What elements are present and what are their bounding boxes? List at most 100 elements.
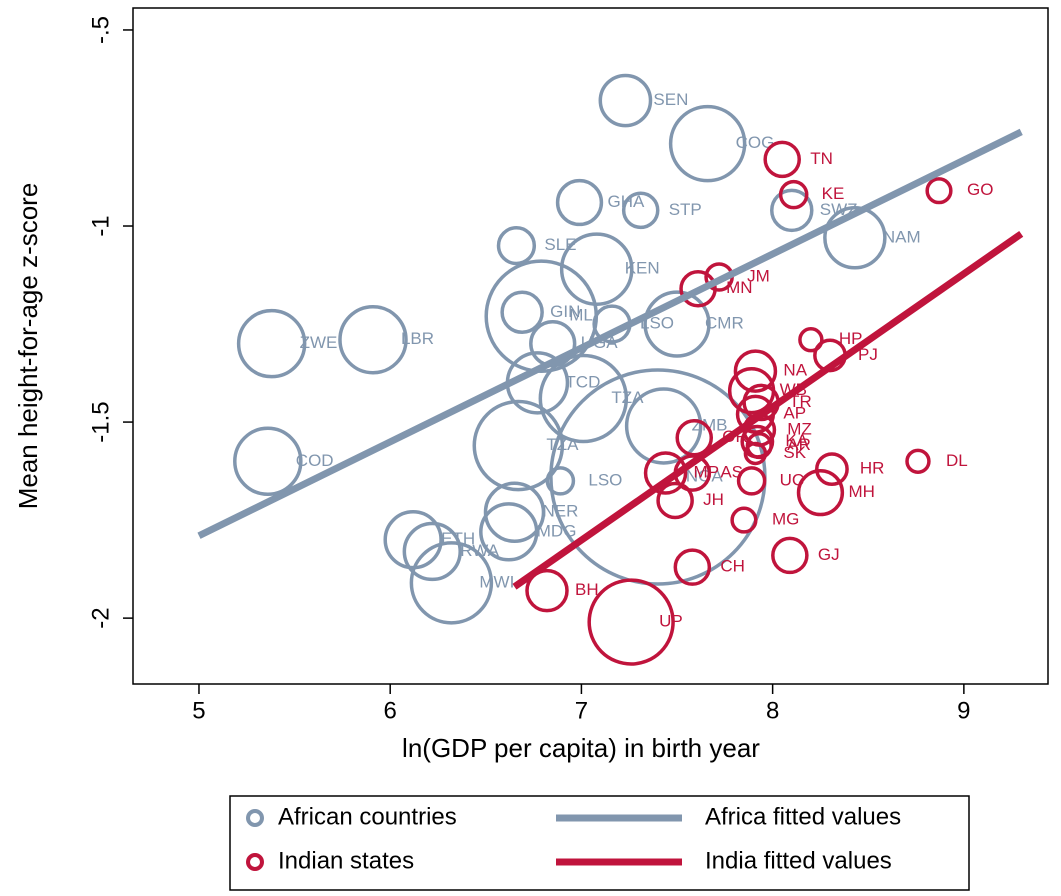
bubble [643,290,711,358]
bubble [730,506,758,534]
point-label: STP [669,200,702,219]
plot-frame [132,7,1049,685]
point-label: NA [783,361,807,380]
bubble [798,327,824,353]
bubble [236,308,307,379]
point-label: NAM [883,227,921,246]
bubble [771,536,809,575]
point-label: DL [946,451,968,470]
point-label: SEN [653,90,688,109]
point-label: MN [726,278,752,297]
point-label: ZWE [300,333,338,352]
bubble [823,206,887,270]
bubble [545,466,576,496]
x-tick-label: 6 [384,697,397,724]
y-tick-label: -.5 [87,16,114,44]
bubble [778,179,809,210]
point-label: UC [780,470,805,489]
point-label: MLI [569,306,597,325]
point-label: CH [720,557,745,576]
legend-marker [246,853,264,871]
bubble [905,448,931,474]
point-label: GJ [818,545,840,564]
point-label: GO [967,180,993,199]
point-label: HP [839,329,863,348]
x-axis-label: ln(GDP per capita) in birth year [402,733,760,763]
point-label: KE [822,184,845,203]
y-axis-label: Mean height-for-age z-score [13,183,43,510]
legend-label: India fitted values [705,847,892,874]
point-label: SK [783,443,806,462]
bubble [496,225,537,266]
point-label: TCD [565,372,600,391]
point-label: TR [789,392,812,411]
point-label: LBR [401,329,434,348]
point-label: HR [860,459,885,478]
point-label: MWI [479,572,514,591]
bubble [673,548,712,586]
y-tick-label: -1.5 [87,401,114,442]
point-label: PJ [858,345,878,364]
bubble [483,481,546,543]
legend-label: African countries [278,803,457,830]
x-tick-label: 7 [575,697,588,724]
bubble [624,387,703,465]
point-label: COG [736,133,775,152]
bubble [555,178,604,227]
point-label: COD [296,451,334,470]
point-label: JH [703,490,724,509]
bubble [525,568,569,613]
x-tick-label: 5 [192,697,205,724]
bubble [598,73,653,128]
bubble [656,481,694,520]
bubble [621,191,660,230]
point-label: NGA [686,466,724,485]
bubble [743,441,768,466]
point-label: MDG [537,521,577,540]
point-label: BH [575,580,599,599]
point-label: KEN [625,259,660,278]
point-label: AP [783,404,806,423]
bubble [383,510,443,570]
point-label: AS [720,463,743,482]
legend-label: Africa fitted values [705,803,901,830]
y-tick-label: -2 [87,607,114,628]
bubble [479,502,539,562]
bubble [338,304,408,375]
fit-line [197,128,1023,539]
bubble [409,541,494,625]
bubble [538,353,629,444]
point-label: LSO [588,470,622,489]
point-label: GIN [550,302,580,321]
bubble [643,451,688,495]
point-label: TN [810,149,833,168]
bubble [402,521,462,582]
point-label: MH [848,482,874,501]
bubble [472,399,565,492]
bubble [925,177,953,205]
bubble [668,104,747,183]
x-tick-label: 9 [957,697,970,724]
bubble [233,426,303,497]
point-label: MG [772,510,799,529]
point-label: TZA [546,435,579,454]
bubble [736,466,767,496]
point-label: JM [747,266,770,285]
y-tick-label: -1 [87,215,114,236]
bubble [587,578,675,666]
point-label: MP [694,463,720,482]
bubble [735,394,776,434]
bubble [733,349,778,393]
x-tick-label: 8 [766,697,779,724]
point-label: KA [785,431,808,450]
bubble [796,468,845,517]
fit-line [512,230,1024,590]
bubble [770,188,814,233]
bubble [763,140,801,179]
bubble [500,290,544,335]
point-label: MZ [787,419,812,438]
bubble [815,452,849,487]
point-label: NER [542,502,578,521]
